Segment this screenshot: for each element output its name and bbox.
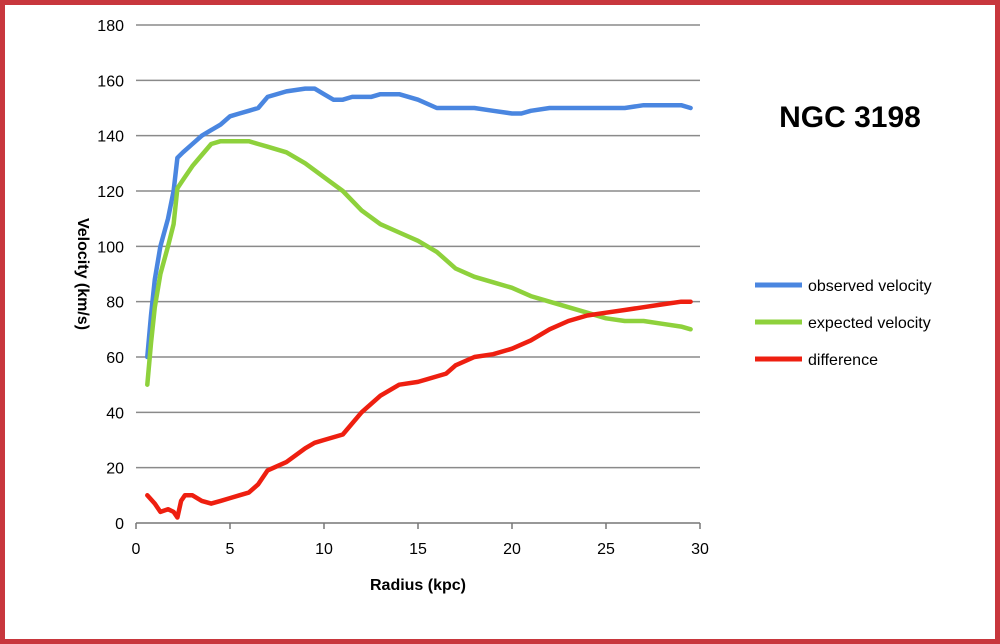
y-tick-label-180: 180 (97, 18, 124, 35)
y-tick-label-120: 120 (97, 184, 124, 201)
series-line-expected-velocity (145, 138, 693, 387)
y-tick-label-140: 140 (97, 129, 124, 146)
x-tick-label-15: 15 (409, 541, 427, 558)
x-tick-label-25: 25 (597, 541, 615, 558)
legend-label-expected-velocity: expected velocity (808, 315, 931, 332)
y-tick-labels: 0 20 40 60 80 100 120 140 160 180 (97, 18, 124, 533)
x-tick-label-0: 0 (132, 541, 141, 558)
x-tick-label-5: 5 (226, 541, 235, 558)
y-tick-label-0: 0 (115, 516, 124, 533)
y-tick-label-60: 60 (106, 350, 124, 367)
legend-label-difference: difference (808, 352, 878, 369)
y-tick-label-40: 40 (106, 405, 124, 422)
y-tick-label-100: 100 (97, 239, 124, 256)
legend: observed velocity expected velocity differ… (755, 278, 932, 369)
chart-title: NGC 3198 (779, 101, 921, 134)
x-tick-label-30: 30 (691, 541, 709, 558)
y-tick-label-80: 80 (106, 295, 124, 312)
gridlines (136, 24, 700, 469)
legend-label-observed-velocity: observed velocity (808, 278, 932, 295)
x-axis-title: Radius (kpc) (370, 577, 466, 594)
series-line-difference (145, 299, 693, 520)
series-line-observed-velocity (145, 86, 693, 360)
x-tick-label-10: 10 (315, 541, 333, 558)
y-axis-title: Velocity (km/s) (74, 218, 91, 330)
y-tick-label-20: 20 (106, 461, 124, 478)
y-tick-label-160: 160 (97, 73, 124, 90)
x-tick-labels: 0 5 10 15 20 25 30 (132, 523, 709, 558)
x-tick-label-20: 20 (503, 541, 521, 558)
data-series (145, 86, 693, 520)
